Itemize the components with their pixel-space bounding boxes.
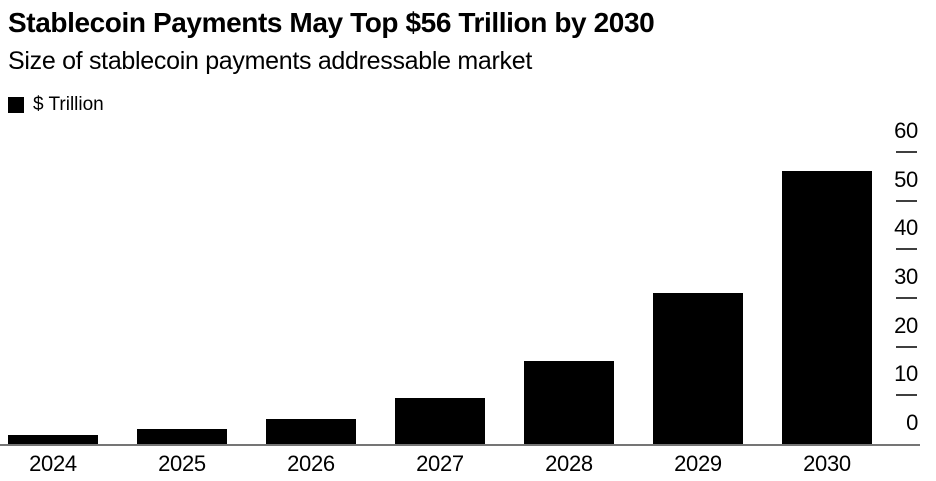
y-tick-label-0: 0 bbox=[906, 410, 918, 435]
x-tick-label-2025: 2025 bbox=[158, 451, 206, 476]
y-tick-mark-30 bbox=[896, 297, 917, 299]
bar-2028 bbox=[524, 361, 614, 444]
y-tick-label-10: 10 bbox=[894, 361, 918, 386]
bar-2030 bbox=[782, 171, 872, 444]
y-tick-mark-10 bbox=[896, 394, 917, 396]
y-tick-label-60: 60 bbox=[894, 118, 918, 143]
bar-2027 bbox=[395, 398, 485, 444]
legend: $ Trillion bbox=[8, 95, 104, 115]
bar-2029 bbox=[653, 293, 743, 444]
y-tick-mark-50 bbox=[896, 200, 917, 202]
x-tick-label-2029: 2029 bbox=[674, 451, 722, 476]
chart-subtitle: Size of stablecoin payments addressable … bbox=[8, 47, 532, 75]
x-axis-baseline bbox=[0, 444, 920, 446]
legend-label: $ Trillion bbox=[33, 94, 104, 115]
legend-swatch-icon bbox=[8, 97, 24, 113]
x-tick-label-2026: 2026 bbox=[287, 451, 335, 476]
y-tick-mark-60 bbox=[896, 151, 917, 153]
y-tick-mark-20 bbox=[896, 346, 917, 348]
y-tick-mark-40 bbox=[896, 248, 917, 250]
y-tick-label-50: 50 bbox=[894, 167, 918, 192]
chart-title: Stablecoin Payments May Top $56 Trillion… bbox=[8, 7, 655, 38]
y-tick-label-30: 30 bbox=[894, 264, 918, 289]
x-tick-label-2024: 2024 bbox=[29, 451, 77, 476]
bar-2026 bbox=[266, 419, 356, 444]
y-tick-label-40: 40 bbox=[894, 215, 918, 240]
plot-area: 2024 2025 2026 2027 2028 2029 2030 0 10 20 30 40 50 6… bbox=[0, 120, 920, 476]
bar-2025 bbox=[137, 429, 227, 444]
x-tick-label-2028: 2028 bbox=[545, 451, 593, 476]
x-tick-label-2030: 2030 bbox=[803, 451, 851, 476]
x-tick-label-2027: 2027 bbox=[416, 451, 464, 476]
bar-2024 bbox=[8, 435, 98, 444]
y-tick-label-20: 20 bbox=[894, 313, 918, 338]
